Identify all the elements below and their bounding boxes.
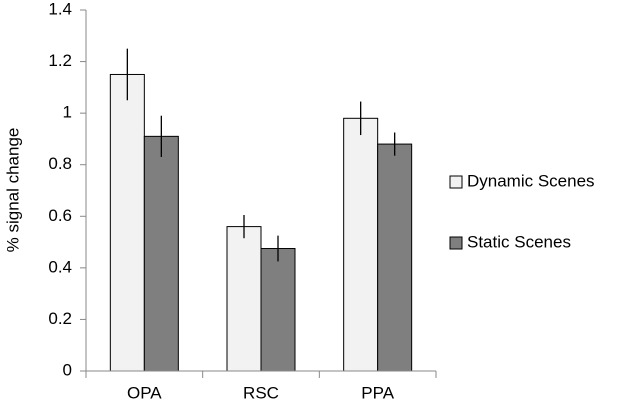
bar <box>109 73 145 372</box>
legend-swatch <box>449 236 463 250</box>
y-axis-label: % signal change <box>3 128 22 253</box>
bar <box>143 135 179 372</box>
y-tick-label: 0.6 <box>48 206 72 225</box>
y-tick-label: 0.2 <box>48 309 72 328</box>
y-tick-label: 1 <box>63 103 72 122</box>
x-tick-label: OPA <box>127 383 162 402</box>
y-tick-label: 0.4 <box>48 257 72 276</box>
legend-swatch <box>449 175 463 189</box>
y-tick-label: 1.2 <box>48 51 72 70</box>
bar <box>226 226 262 372</box>
legend-label: Dynamic Scenes <box>467 171 595 190</box>
bar <box>260 248 296 372</box>
legend-label: Static Scenes <box>467 232 571 251</box>
x-tick-label: PPA <box>361 383 394 402</box>
x-tick-label: RSC <box>243 383 279 402</box>
y-tick-label: 1.4 <box>48 0 72 18</box>
bar <box>343 117 379 372</box>
y-tick-label: 0 <box>63 360 72 379</box>
y-tick-label: 0.8 <box>48 154 72 173</box>
bar <box>377 143 413 372</box>
